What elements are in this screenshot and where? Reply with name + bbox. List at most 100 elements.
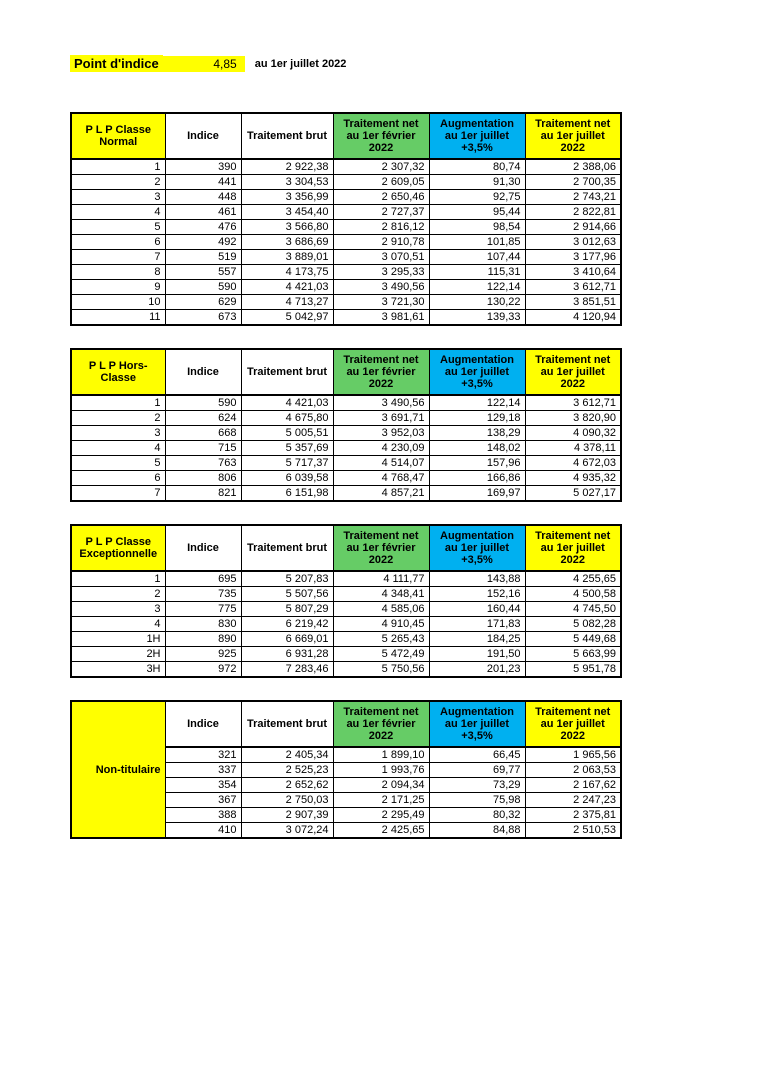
table-cell: 590 <box>165 280 241 295</box>
table-cell: 95,44 <box>429 205 525 220</box>
table-cell: 4 713,27 <box>241 295 333 310</box>
table-row: 95904 421,033 490,56122,143 612,71 <box>71 280 621 295</box>
table-cell: 2 295,49 <box>333 808 429 823</box>
table-cell: 4 230,09 <box>333 441 429 456</box>
table-row: 24413 304,532 609,0591,302 700,35 <box>71 175 621 190</box>
col-header-net_jul: Traitement net au 1er juillet 2022 <box>525 701 621 747</box>
table-row: 85574 173,753 295,33115,313 410,64 <box>71 265 621 280</box>
table-cell: 2 388,06 <box>525 159 621 175</box>
table-row: 37755 807,294 585,06160,444 745,50 <box>71 602 621 617</box>
table-cell: 3 889,01 <box>241 250 333 265</box>
table-cell: 4 585,06 <box>333 602 429 617</box>
table-cell: 6 039,58 <box>241 471 333 486</box>
table-cell: 4 <box>71 617 165 632</box>
col-header-indice: Indice <box>165 701 241 747</box>
table-cell: 2 743,21 <box>525 190 621 205</box>
table-cell: 4 675,80 <box>241 411 333 426</box>
title-label: Point d'indice <box>70 55 163 72</box>
col-header-net_fev: Traitement net au 1er février 2022 <box>333 349 429 395</box>
table-cell: 2 094,34 <box>333 778 429 793</box>
table-cell: 5 951,78 <box>525 662 621 678</box>
table-cell: 2 700,35 <box>525 175 621 190</box>
table-cell: 3 072,24 <box>241 823 333 839</box>
table-cell: 4 120,94 <box>525 310 621 326</box>
table-cell: 3 820,90 <box>525 411 621 426</box>
table-cell: 4 421,03 <box>241 280 333 295</box>
table-row: 13902 922,382 307,3280,742 388,06 <box>71 159 621 175</box>
table-cell: 7 <box>71 250 165 265</box>
table-cell: 5 082,28 <box>525 617 621 632</box>
table-cell: 2 914,66 <box>525 220 621 235</box>
table-cell: 2 525,23 <box>241 763 333 778</box>
table-cell: 2 375,81 <box>525 808 621 823</box>
col-header-net_jul: Traitement net au 1er juillet 2022 <box>525 349 621 395</box>
table-cell: 160,44 <box>429 602 525 617</box>
table-cell: 476 <box>165 220 241 235</box>
table-cell: 3 490,56 <box>333 395 429 411</box>
table-cell: 3H <box>71 662 165 678</box>
table-cell: 3 304,53 <box>241 175 333 190</box>
table-cell: 448 <box>165 190 241 205</box>
table-cell: 3 612,71 <box>525 395 621 411</box>
table-row: 75193 889,013 070,51107,443 177,96 <box>71 250 621 265</box>
col-header-augm: Augmentation au 1er juillet +3,5% <box>429 701 525 747</box>
col-header-class: P L P Hors-Classe <box>71 349 165 395</box>
table-cell: 122,14 <box>429 280 525 295</box>
table-cell: 1 965,56 <box>525 747 621 763</box>
table-row: 44613 454,402 727,3795,442 822,81 <box>71 205 621 220</box>
table-cell: 410 <box>165 823 241 839</box>
col-header-brut: Traitement brut <box>241 525 333 571</box>
table-cell: 2 907,39 <box>241 808 333 823</box>
table-cell: 1 899,10 <box>333 747 429 763</box>
table-header-row: P L P Classe ExceptionnelleIndiceTraitem… <box>71 525 621 571</box>
col-header-net_fev: Traitement net au 1er février 2022 <box>333 113 429 159</box>
col-header-augm: Augmentation au 1er juillet +3,5% <box>429 525 525 571</box>
table-cell: 3 721,30 <box>333 295 429 310</box>
table-cell: 763 <box>165 456 241 471</box>
table-cell: 6 931,28 <box>241 647 333 662</box>
table-cell: 2 727,37 <box>333 205 429 220</box>
table-cell: 5 750,56 <box>333 662 429 678</box>
table-header-row: P L P Classe NormalIndiceTraitement brut… <box>71 113 621 159</box>
table-cell: 98,54 <box>429 220 525 235</box>
tables-container: P L P Classe NormalIndiceTraitement brut… <box>70 112 768 839</box>
table-cell: 73,29 <box>429 778 525 793</box>
table-cell: 972 <box>165 662 241 678</box>
table-cell: 7 283,46 <box>241 662 333 678</box>
table-cell: 8 <box>71 265 165 280</box>
table-cell: 122,14 <box>429 395 525 411</box>
table-cell: 354 <box>165 778 241 793</box>
table-cell: 6 219,42 <box>241 617 333 632</box>
table-cell: 3 851,51 <box>525 295 621 310</box>
table-row: 106294 713,273 721,30130,223 851,51 <box>71 295 621 310</box>
table-cell: 3 177,96 <box>525 250 621 265</box>
table-cell: 4 500,58 <box>525 587 621 602</box>
table-cell: 171,83 <box>429 617 525 632</box>
col-header-net_jul: Traitement net au 1er juillet 2022 <box>525 525 621 571</box>
table-cell: 4 173,75 <box>241 265 333 280</box>
table-cell: 4 378,11 <box>525 441 621 456</box>
table-cell: 4 421,03 <box>241 395 333 411</box>
table-0: P L P Classe NormalIndiceTraitement brut… <box>70 112 622 326</box>
table-cell: 6 151,98 <box>241 486 333 502</box>
table-row: 1H8906 669,015 265,43184,255 449,68 <box>71 632 621 647</box>
table-cell: 75,98 <box>429 793 525 808</box>
table-cell: 4 745,50 <box>525 602 621 617</box>
table-cell: 5 717,37 <box>241 456 333 471</box>
table-cell: 3 <box>71 602 165 617</box>
table-cell: 7 <box>71 486 165 502</box>
table-cell: 3 686,69 <box>241 235 333 250</box>
table-cell: 5 449,68 <box>525 632 621 647</box>
table-cell: 1 <box>71 395 165 411</box>
table-cell: 10 <box>71 295 165 310</box>
table-cell: 184,25 <box>429 632 525 647</box>
table-cell: 775 <box>165 602 241 617</box>
table-cell: 115,31 <box>429 265 525 280</box>
table-cell: 201,23 <box>429 662 525 678</box>
table-cell: 92,75 <box>429 190 525 205</box>
table-cell: 3 012,63 <box>525 235 621 250</box>
table-cell: 139,33 <box>429 310 525 326</box>
table-row: 54763 566,802 816,1298,542 914,66 <box>71 220 621 235</box>
table-cell: 4 348,41 <box>333 587 429 602</box>
table-cell: 441 <box>165 175 241 190</box>
